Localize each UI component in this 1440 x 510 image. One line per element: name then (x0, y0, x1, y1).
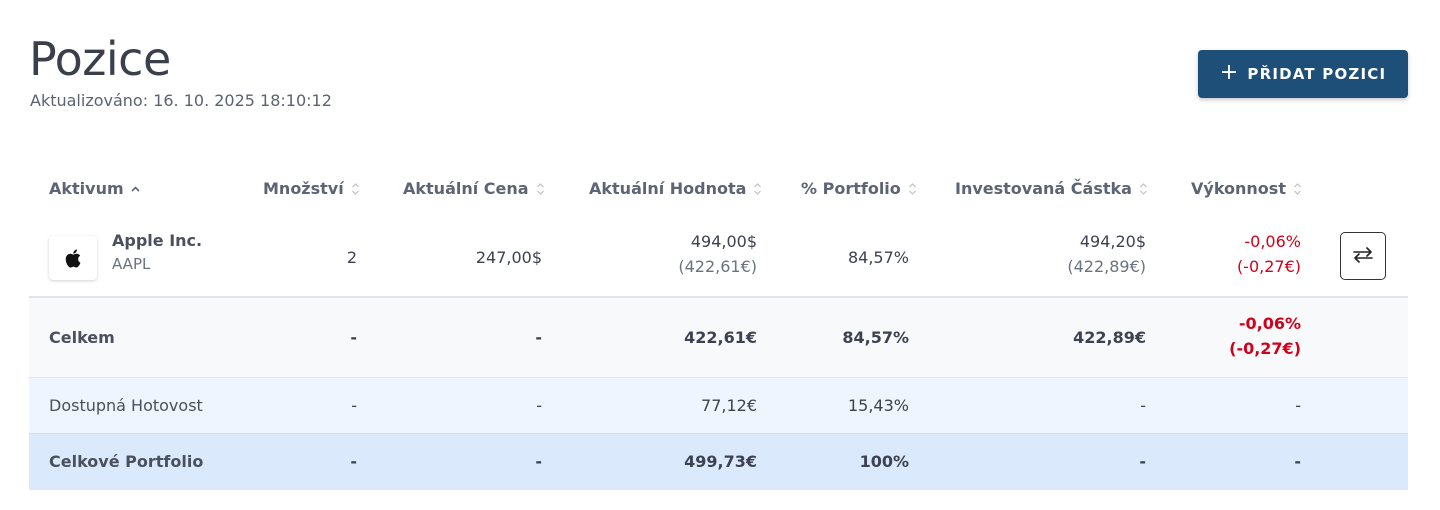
transfer-button[interactable] (1340, 232, 1386, 280)
column-header-aktivum[interactable]: Aktivum (49, 177, 140, 201)
sort-ascending-icon (131, 181, 140, 197)
add-position-button[interactable]: + PŘIDAT POZICI (1198, 50, 1408, 98)
transfer-arrows-icon (1352, 246, 1374, 267)
table-row[interactable]: Apple Inc. AAPL 2 247,00$ 494,00$ (422,6… (29, 218, 1408, 298)
column-header-vykonnost[interactable]: Výkonnost (1191, 177, 1302, 201)
total-invested: 422,89€ (1073, 328, 1146, 347)
portfolio-percent-total: 100% (859, 452, 909, 471)
column-header-portfolio[interactable]: % Portfolio (801, 177, 917, 201)
column-label: Investovaná Částka (955, 179, 1132, 198)
sort-unsorted-icon (1293, 181, 1302, 197)
column-label: Aktuální Cena (403, 179, 529, 198)
cash-value: 77,12€ (701, 396, 757, 415)
cash-price: - (536, 396, 542, 415)
asset-ticker: AAPL (112, 255, 151, 273)
portfolio-percent: 84,57% (847, 248, 909, 267)
column-label: Aktuální Hodnota (589, 179, 747, 198)
portfolio-price: - (535, 452, 542, 471)
table-header: Aktivum Množství Aktuální Cena Aktuální … (29, 160, 1408, 218)
cash-quantity: - (351, 396, 357, 415)
performance-eur: (-0,27€) (1236, 257, 1301, 276)
invested-usd: 494,20$ (1079, 232, 1146, 251)
total-value: 422,61€ (684, 328, 757, 347)
quantity-value: 2 (346, 248, 357, 267)
cash-portfolio-percent: 15,43% (847, 396, 909, 415)
sort-unsorted-icon (351, 181, 360, 197)
portfolio-invested: - (1139, 452, 1146, 471)
last-updated-timestamp: Aktualizováno: 16. 10. 2025 18:10:12 (30, 91, 332, 110)
column-header-mnozstvi[interactable]: Množství (263, 177, 360, 201)
cash-row: Dostupná Hotovost - - 77,12€ 15,43% - - (29, 378, 1408, 434)
cash-label: Dostupná Hotovost (49, 396, 203, 415)
portfolio-value: 499,73€ (684, 452, 757, 471)
portfolio-quantity: - (350, 452, 357, 471)
asset-name: Apple Inc. (112, 231, 203, 250)
price-value: 247,00$ (475, 248, 542, 267)
apple-logo-icon (49, 236, 97, 280)
column-label: % Portfolio (801, 179, 901, 198)
column-header-investovana-castka[interactable]: Investovaná Částka (955, 177, 1148, 201)
total-performance-percent: -0,06% (1238, 314, 1301, 333)
column-label: Výkonnost (1191, 179, 1286, 198)
total-portfolio-percent: 84,57% (842, 328, 909, 347)
total-performance-eur: (-0,27€) (1229, 339, 1301, 358)
total-row: Celkem - - 422,61€ 84,57% 422,89€ -0,06%… (29, 298, 1408, 378)
total-label: Celkem (49, 328, 115, 347)
portfolio-performance: - (1294, 452, 1301, 471)
invested-eur: (422,89€) (1067, 257, 1146, 276)
plus-icon: + (1219, 60, 1240, 85)
page-title: Pozice (29, 32, 171, 86)
total-quantity: - (350, 328, 357, 347)
column-label: Množství (263, 179, 344, 198)
cash-invested: - (1140, 396, 1146, 415)
add-position-label: PŘIDAT POZICI (1247, 65, 1387, 83)
portfolio-label: Celkové Portfolio (49, 452, 204, 471)
sort-unsorted-icon (536, 181, 545, 197)
cash-performance: - (1295, 396, 1301, 415)
performance-percent: -0,06% (1244, 232, 1301, 251)
value-usd: 494,00$ (690, 232, 757, 251)
column-header-aktualni-cena[interactable]: Aktuální Cena (403, 177, 545, 201)
column-label: Aktivum (49, 179, 124, 198)
value-eur: (422,61€) (678, 257, 757, 276)
sort-unsorted-icon (753, 181, 762, 197)
sort-unsorted-icon (1139, 181, 1148, 197)
portfolio-total-row: Celkové Portfolio - - 499,73€ 100% - - (29, 434, 1408, 490)
column-header-aktualni-hodnota[interactable]: Aktuální Hodnota (589, 177, 762, 201)
total-price: - (535, 328, 542, 347)
sort-unsorted-icon (908, 181, 917, 197)
